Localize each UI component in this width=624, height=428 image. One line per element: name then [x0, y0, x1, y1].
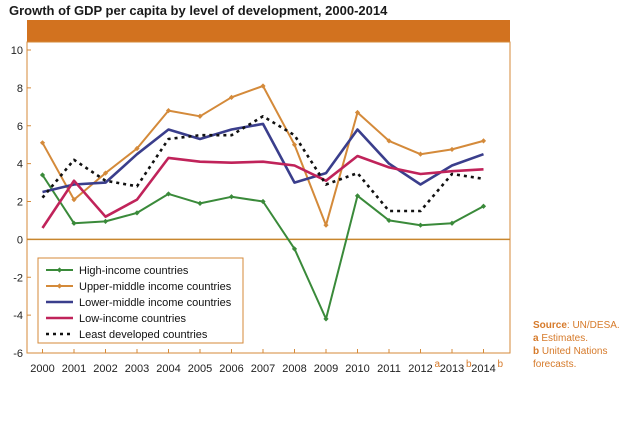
series-2	[42, 122, 484, 194]
data-point	[449, 220, 455, 226]
series-line	[42, 122, 484, 194]
source-label: Source	[533, 320, 567, 331]
legend-label: High-income countries	[79, 265, 189, 277]
legend-item: Lower-middle income countries	[46, 297, 232, 309]
legend-label: Low-income countries	[79, 313, 186, 325]
series-0	[39, 172, 487, 322]
x-tick-footnote-mark: b	[466, 359, 472, 370]
data-point	[354, 193, 361, 199]
y-axis: -6 -4 -2 0 2 4 6 8 10	[11, 45, 31, 360]
y-tick-label: 0	[17, 234, 23, 246]
x-tick-label: 2007	[251, 363, 275, 375]
note-a: a Estimates.	[533, 332, 623, 345]
x-tick-label: 2008	[282, 363, 306, 375]
note-a-text: Estimates.	[541, 333, 589, 344]
plot-frame	[26, 41, 511, 354]
legend-label: Least developed countries	[79, 329, 208, 341]
y-tick-label: 2	[17, 197, 23, 209]
series-line	[41, 85, 484, 227]
x-tick-label: 2012	[408, 363, 432, 375]
x-tick-label: 2009	[314, 363, 338, 375]
legend-marker	[56, 267, 63, 273]
y-tick-label: -4	[13, 310, 23, 322]
x-tick-label: 2013	[440, 363, 464, 375]
series-3	[41, 154, 484, 229]
data-point	[260, 83, 266, 89]
data-point	[354, 109, 361, 116]
source-note: Source: UN/DESA. a Estimates. b United N…	[533, 319, 623, 371]
data-point	[102, 218, 109, 224]
data-point	[102, 170, 109, 176]
x-tick-label: 2005	[188, 363, 212, 375]
data-point	[480, 203, 487, 209]
legend-label: Upper-middle income countries	[79, 281, 232, 293]
x-tick-label: 2006	[219, 363, 243, 375]
chart-title: Growth of GDP per capita by level of dev…	[9, 3, 388, 18]
data-point	[449, 146, 455, 153]
series-1	[39, 83, 487, 228]
legend-label: Lower-middle income countries	[79, 297, 232, 309]
x-tick-label: 2014	[471, 363, 495, 375]
x-tick-label: 2010	[345, 363, 369, 375]
x-tick-label: 2002	[93, 363, 117, 375]
data-point	[291, 246, 298, 252]
note-b-text: United Nations forecasts.	[533, 346, 608, 370]
y-tick-label: 6	[17, 121, 23, 133]
series-line	[41, 154, 484, 229]
legend-marker	[56, 283, 63, 289]
data-point	[291, 142, 298, 148]
x-tick-label: 2003	[125, 363, 149, 375]
data-point	[386, 217, 392, 224]
legend: High-income countries Upper-middle income…	[37, 257, 244, 344]
data-point	[260, 198, 266, 205]
data-point	[323, 316, 329, 322]
series-layer	[39, 83, 487, 322]
source-text: : UN/DESA.	[566, 320, 620, 331]
data-point	[134, 210, 140, 216]
data-point	[39, 140, 46, 146]
x-tick-label: 2011	[377, 363, 401, 375]
data-point	[165, 191, 172, 197]
data-point	[197, 113, 203, 119]
data-point	[480, 138, 487, 144]
note-a-label: a	[533, 333, 539, 344]
y-tick-label: 10	[11, 45, 23, 57]
source-line: Source: UN/DESA.	[533, 319, 623, 332]
data-point	[417, 222, 424, 228]
legend-item: Upper-middle income countries	[46, 281, 232, 293]
data-point	[134, 145, 140, 152]
series-4	[41, 115, 484, 213]
x-tick-footnote-mark: b	[498, 359, 504, 370]
data-point	[197, 200, 203, 206]
x-tick-label: 2001	[62, 363, 86, 375]
series-line	[41, 115, 484, 213]
legend-item: High-income countries	[46, 265, 189, 277]
data-point	[417, 151, 424, 157]
data-point	[71, 220, 77, 226]
x-axis: 2000 2001 2002 2003 2004 2005 2006 2007 2008 2009…	[30, 349, 504, 375]
x-tick-label: 2000	[30, 363, 54, 375]
note-b-label: b	[533, 346, 540, 357]
y-tick-label: -2	[13, 272, 23, 284]
y-tick-label: 4	[17, 159, 23, 171]
y-tick-label: -6	[13, 348, 23, 360]
header-band	[27, 20, 510, 42]
note-b: b United Nations forecasts.	[533, 345, 623, 371]
x-tick-footnote-mark: a	[435, 359, 441, 370]
data-point	[71, 197, 77, 203]
x-tick-label: 2004	[156, 363, 180, 375]
data-point	[165, 108, 172, 114]
y-tick-label: 8	[17, 83, 23, 95]
data-point	[323, 222, 329, 228]
data-point	[39, 172, 46, 178]
legend-item: Least developed countries	[46, 329, 208, 341]
data-point	[386, 138, 392, 144]
data-point	[228, 194, 235, 200]
legend-item: Low-income countries	[46, 313, 186, 325]
legend-box	[37, 257, 244, 344]
data-point	[228, 94, 235, 100]
